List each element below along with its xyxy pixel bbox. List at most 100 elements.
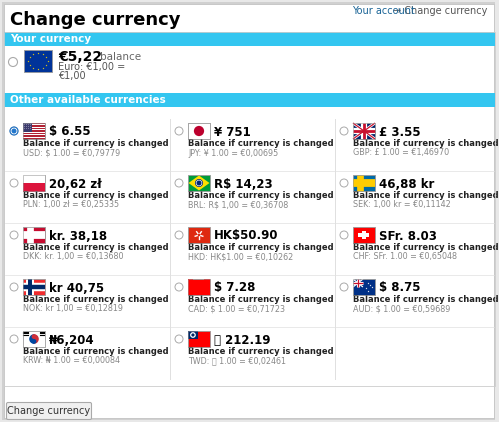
FancyBboxPatch shape [23, 123, 45, 124]
Text: Balance if currency is changed: Balance if currency is changed [353, 140, 499, 149]
Circle shape [191, 333, 195, 337]
Circle shape [190, 332, 196, 338]
Text: Balance if currency is changed: Balance if currency is changed [23, 347, 169, 357]
Text: SFr. 8.03: SFr. 8.03 [379, 230, 437, 243]
Circle shape [11, 129, 16, 133]
Circle shape [175, 231, 183, 239]
Circle shape [340, 231, 348, 239]
Text: Change currency: Change currency [10, 11, 181, 29]
FancyBboxPatch shape [23, 132, 45, 133]
Text: DKK: kr. 1,00 = €0,13680: DKK: kr. 1,00 = €0,13680 [23, 252, 123, 262]
Text: Balance if currency is changed: Balance if currency is changed [23, 192, 169, 200]
FancyBboxPatch shape [4, 4, 494, 418]
Text: kr 40,75: kr 40,75 [49, 281, 104, 295]
Text: €5,22: €5,22 [58, 50, 102, 64]
FancyBboxPatch shape [353, 227, 375, 243]
Text: £ 3.55: £ 3.55 [379, 125, 421, 138]
FancyBboxPatch shape [23, 175, 45, 183]
Text: 46,88 kr: 46,88 kr [379, 178, 434, 190]
Circle shape [340, 127, 348, 135]
Text: kr. 38,18: kr. 38,18 [49, 230, 107, 243]
Circle shape [175, 335, 183, 343]
FancyBboxPatch shape [358, 233, 369, 238]
Circle shape [10, 283, 18, 291]
Text: Balance if currency is changed: Balance if currency is changed [188, 347, 334, 357]
Circle shape [194, 126, 204, 136]
Text: CAD: $ 1.00 = €0,71723: CAD: $ 1.00 = €0,71723 [188, 305, 285, 314]
Circle shape [175, 179, 183, 187]
FancyBboxPatch shape [24, 50, 52, 72]
FancyBboxPatch shape [23, 279, 45, 295]
Circle shape [8, 57, 17, 67]
Text: Balance if currency is changed: Balance if currency is changed [353, 192, 499, 200]
FancyBboxPatch shape [23, 135, 45, 137]
FancyBboxPatch shape [188, 331, 198, 339]
FancyBboxPatch shape [23, 123, 45, 139]
Text: 20,62 zł: 20,62 zł [49, 178, 102, 190]
Text: R$ 14,23: R$ 14,23 [214, 178, 272, 190]
Wedge shape [29, 334, 34, 344]
Text: Change currency: Change currency [7, 406, 90, 416]
FancyBboxPatch shape [188, 123, 210, 139]
Text: Balance if currency is changed: Balance if currency is changed [23, 243, 169, 252]
Text: KRW: ₦ 1.00 = €0,00084: KRW: ₦ 1.00 = €0,00084 [23, 357, 120, 365]
FancyBboxPatch shape [23, 130, 45, 132]
FancyBboxPatch shape [205, 279, 210, 295]
Text: Other available currencies: Other available currencies [10, 95, 166, 105]
Circle shape [198, 234, 200, 236]
Text: $ 8.75: $ 8.75 [379, 281, 421, 295]
Text: Balance if currency is changed: Balance if currency is changed [188, 192, 334, 200]
Circle shape [175, 283, 183, 291]
Text: CHF: SFr. 1.00 = €0,65048: CHF: SFr. 1.00 = €0,65048 [353, 252, 457, 262]
Text: ₦6,204: ₦6,204 [49, 333, 95, 346]
Text: Balance if currency is changed: Balance if currency is changed [353, 243, 499, 252]
Circle shape [175, 127, 183, 135]
Wedge shape [34, 334, 39, 344]
FancyBboxPatch shape [353, 123, 375, 139]
FancyBboxPatch shape [4, 32, 495, 46]
Circle shape [31, 334, 36, 339]
Text: → Change currency: → Change currency [393, 6, 487, 16]
Polygon shape [189, 176, 210, 190]
Text: $ 7.28: $ 7.28 [214, 281, 255, 295]
FancyBboxPatch shape [188, 331, 210, 347]
Circle shape [31, 339, 36, 344]
Text: TWD: 元 1.00 = €0,02461: TWD: 元 1.00 = €0,02461 [188, 357, 286, 365]
Text: SEK: 1,00 kr = €0,11142: SEK: 1,00 kr = €0,11142 [353, 200, 451, 209]
FancyBboxPatch shape [188, 175, 210, 191]
Circle shape [10, 127, 18, 135]
Text: HK$50.90: HK$50.90 [214, 230, 278, 243]
FancyBboxPatch shape [188, 123, 210, 139]
FancyBboxPatch shape [4, 93, 495, 107]
Text: Balance if currency is changed: Balance if currency is changed [188, 295, 334, 305]
FancyBboxPatch shape [23, 123, 32, 132]
FancyBboxPatch shape [23, 128, 45, 129]
FancyBboxPatch shape [23, 127, 45, 128]
Text: JPY: ¥ 1.00 = €0,00695: JPY: ¥ 1.00 = €0,00695 [188, 149, 278, 157]
Circle shape [340, 179, 348, 187]
FancyBboxPatch shape [23, 175, 45, 191]
Text: €1,00: €1,00 [58, 71, 86, 81]
Text: balance: balance [100, 52, 141, 62]
Text: USD: $ 1.00 = €0,79779: USD: $ 1.00 = €0,79779 [23, 149, 120, 157]
Text: ¥ 751: ¥ 751 [214, 125, 251, 138]
FancyBboxPatch shape [23, 134, 45, 135]
FancyBboxPatch shape [23, 124, 45, 126]
FancyBboxPatch shape [188, 279, 210, 295]
FancyBboxPatch shape [188, 279, 194, 295]
Text: Your account: Your account [352, 6, 415, 16]
FancyBboxPatch shape [6, 403, 91, 419]
Text: Balance if currency is changed: Balance if currency is changed [23, 140, 169, 149]
Circle shape [10, 231, 18, 239]
Text: Balance if currency is changed: Balance if currency is changed [188, 243, 334, 252]
FancyBboxPatch shape [23, 133, 45, 134]
Text: PLN: 1,00 zł = €0,25335: PLN: 1,00 zł = €0,25335 [23, 200, 119, 209]
Text: 元 212.19: 元 212.19 [214, 333, 270, 346]
Text: Your currency: Your currency [10, 34, 91, 44]
FancyBboxPatch shape [23, 227, 45, 243]
Text: NOK: kr 1,00 = €0,12819: NOK: kr 1,00 = €0,12819 [23, 305, 123, 314]
FancyBboxPatch shape [353, 175, 375, 191]
Circle shape [340, 283, 348, 291]
FancyBboxPatch shape [362, 231, 366, 239]
FancyBboxPatch shape [23, 183, 45, 192]
